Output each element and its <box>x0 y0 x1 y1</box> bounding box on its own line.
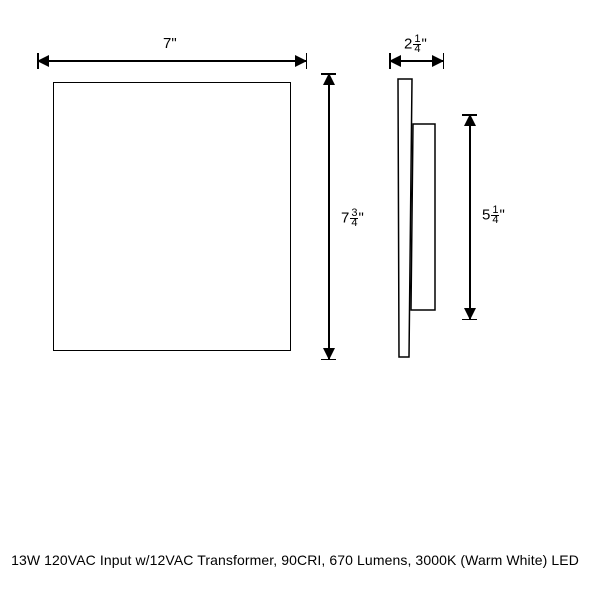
side-view-back <box>410 124 436 310</box>
front-right-arrow-top <box>323 73 335 85</box>
front-height-label: 734" <box>341 209 364 228</box>
front-view-outline <box>53 82 291 351</box>
front-top-dim-line <box>37 60 307 62</box>
side-height-label: 514" <box>482 206 505 225</box>
side-right-dim-line <box>469 114 471 320</box>
front-top-arrow-right <box>295 55 307 67</box>
side-top-arrow-right <box>432 55 444 67</box>
side-right-arrow-bot <box>464 308 476 320</box>
side-right-arrow-top <box>464 114 476 126</box>
front-top-arrow-left <box>37 55 49 67</box>
front-right-arrow-bot <box>323 348 335 360</box>
spec-caption: 13W 120VAC Input w/12VAC Transformer, 90… <box>0 552 590 568</box>
side-top-arrow-left <box>389 55 401 67</box>
side-width-label: 214" <box>404 35 427 54</box>
front-right-dim-line <box>328 73 330 360</box>
front-width-label: 7" <box>163 35 177 52</box>
technical-drawing: 7" 734" 214" 514" 13W 120VAC Input w/12V… <box>0 0 590 590</box>
